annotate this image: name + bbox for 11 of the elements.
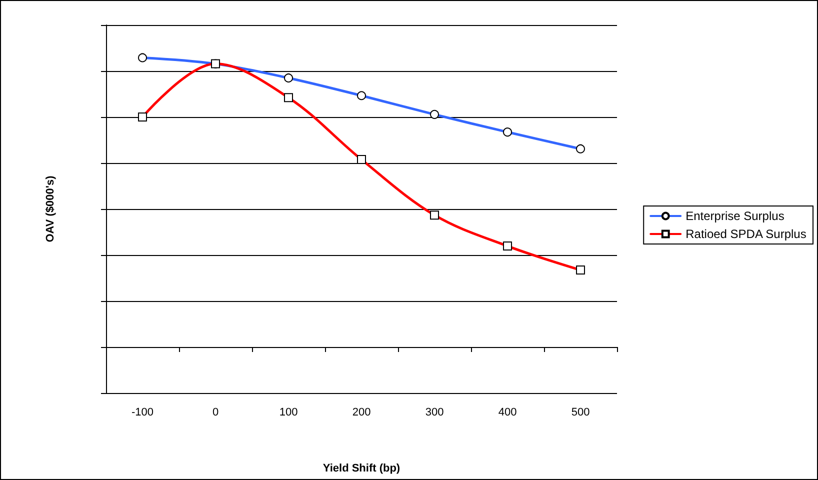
x-axis-title: Yield Shift (bp) xyxy=(322,462,400,474)
legend-label: Enterprise Surplus xyxy=(686,209,784,223)
x-tick-label: 0 xyxy=(212,406,219,418)
legend-label: Ratioed SPDA Surplus xyxy=(686,227,806,241)
x-tick-label: 500 xyxy=(571,406,590,418)
x-tick-label: 200 xyxy=(352,406,371,418)
x-tick-label: 400 xyxy=(498,406,517,418)
x-tick-label: 100 xyxy=(279,406,298,418)
x-tick-label: 300 xyxy=(425,406,444,418)
x-tick-label: -100 xyxy=(131,406,154,418)
y-axis-title: OAV ($000's) xyxy=(44,175,56,242)
